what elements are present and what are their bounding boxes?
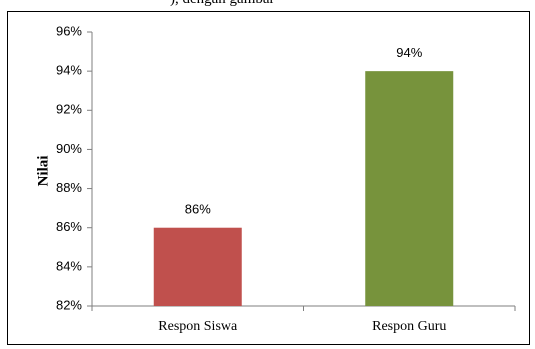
category-label: Respon Siswa [158,319,238,334]
chart-frame [7,11,530,345]
y-tick-label: 96% [56,23,82,38]
bar-respon-siswa [153,227,242,306]
bar-respon-guru [365,71,454,307]
category-label: Respon Guru [372,319,446,334]
y-ticks: 82% 84% 86% 88% 90% 92% 94% 96% [56,23,92,312]
data-label: 86% [185,202,211,217]
y-axis-label: Nilai [35,156,51,187]
y-tick-label: 86% [56,219,82,234]
y-tick-label: 82% [56,297,82,312]
y-tick-label: 94% [56,63,82,78]
y-tick-label: 92% [56,102,82,117]
y-tick-label: 84% [56,258,82,273]
data-label: 94% [396,45,422,60]
caption-fragment: ), dengan gambar [170,0,275,8]
data-labels: 86% 94% [185,45,423,217]
y-tick-label: 90% [56,141,82,156]
bars [153,71,454,307]
y-tick-label: 88% [56,180,82,195]
category-labels: Respon Siswa Respon Guru [91,306,516,334]
